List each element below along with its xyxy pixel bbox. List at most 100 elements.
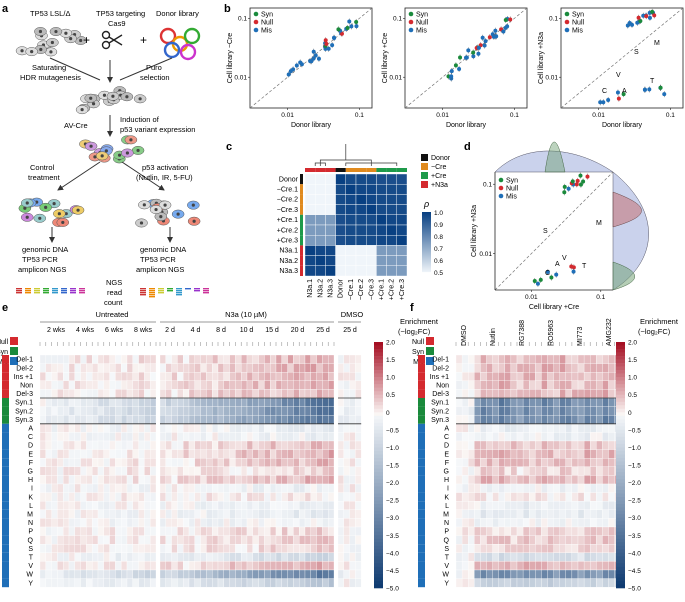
heatmap-cell — [328, 415, 335, 424]
heatmap-cell — [138, 423, 145, 433]
colorbar-segment — [616, 443, 625, 448]
colorbar-segment — [374, 433, 383, 438]
heatmap-cell — [109, 535, 116, 545]
colorbar-segment — [422, 212, 431, 214]
group-legend-swatch — [421, 154, 428, 161]
heatmap-cell — [498, 561, 505, 571]
heatmap-cell — [355, 194, 367, 205]
heatmap-cell — [115, 380, 122, 390]
heatmap-cell — [246, 458, 253, 467]
colorbar-tick: 0.5 — [386, 392, 395, 399]
heatmap-cell — [577, 578, 585, 588]
heatmap-cell — [212, 578, 219, 588]
row-group-color — [418, 432, 425, 441]
heatmap-cell — [565, 432, 573, 442]
heatmap-cell — [316, 372, 323, 381]
heatmap-cell — [183, 406, 190, 416]
heatmap-cell — [498, 389, 505, 399]
row-group-color — [418, 441, 425, 450]
heatmap-cell — [316, 475, 323, 485]
heatmap-cell — [486, 544, 493, 553]
heatmap-cell — [126, 432, 133, 442]
heatmap-cell — [165, 535, 172, 545]
colorbar-segment — [374, 457, 383, 462]
heatmap-cell — [535, 466, 542, 476]
heatmap-cell — [212, 458, 219, 467]
heatmap-cell — [39, 483, 46, 493]
heatmap-cell — [144, 509, 151, 519]
heatmap-cell — [577, 492, 585, 502]
heatmap-cell — [223, 380, 230, 390]
heatmap-cell — [315, 173, 326, 185]
read-count-bar — [79, 292, 85, 294]
colorbar-segment — [616, 422, 625, 427]
heatmap-cell — [577, 466, 585, 476]
heatmap-cell — [74, 509, 81, 519]
heatmap-cell — [559, 483, 566, 493]
colorbar-segment — [616, 391, 625, 396]
heatmap-cell — [535, 458, 542, 467]
cell-nucleus — [52, 202, 56, 206]
heatmap-cell — [571, 569, 579, 579]
colorbar-segment — [616, 577, 625, 582]
heatmap-cell — [241, 372, 248, 381]
colorbar-tick: −4.5 — [386, 568, 399, 575]
heatmap-cell — [486, 449, 493, 459]
heatmap-cell — [287, 569, 294, 579]
data-point — [494, 34, 499, 39]
heatmap-cell — [177, 544, 184, 553]
heatmap-cell — [80, 535, 87, 545]
heatmap-cell — [559, 440, 566, 450]
heatmap-cell — [565, 475, 573, 485]
heatmap-cell — [316, 501, 323, 510]
colorbar-segment — [616, 377, 625, 381]
colorbar-segment — [616, 387, 625, 392]
heatmap-cell — [577, 544, 585, 553]
heatmap-cell — [177, 466, 184, 476]
heatmap-cell — [183, 458, 190, 467]
heatmap-cell — [355, 561, 362, 571]
heatmap-cell — [144, 397, 151, 407]
heatmap-cell — [115, 578, 122, 588]
heatmap-cell — [150, 518, 157, 528]
heatmap-cell — [97, 578, 104, 588]
heatmap-cell — [304, 561, 311, 571]
heatmap-cell — [74, 432, 81, 442]
heatmap-cell — [608, 380, 615, 390]
heatmap-cell — [212, 354, 219, 364]
heatmap-cell — [115, 492, 122, 502]
heatmap-cell — [165, 363, 172, 373]
donor-library-label: Donor library — [156, 9, 199, 18]
colorbar-segment — [374, 465, 383, 469]
heatmap-cell — [565, 501, 573, 510]
heatmap-cell — [468, 535, 475, 545]
heatmap-cell — [553, 432, 560, 442]
heatmap-cell — [74, 423, 81, 433]
heatmap-cell — [553, 552, 560, 562]
heatmap-cell — [177, 509, 184, 519]
heatmap-cell — [492, 526, 499, 536]
heatmap-cell — [86, 372, 93, 381]
y-axis-label: Cell library +N3a — [538, 32, 545, 84]
colorbar-segment — [616, 493, 625, 497]
row-label: P — [28, 529, 33, 536]
heatmap-cell — [355, 389, 362, 399]
heatmap-cell — [602, 552, 609, 562]
heatmap-cell — [608, 492, 615, 502]
heatmap-cell — [590, 415, 597, 424]
row-group-color — [2, 363, 9, 373]
heatmap-cell — [63, 354, 70, 364]
heatmap-cell — [510, 526, 518, 536]
row-group-color — [418, 535, 425, 545]
cell-nucleus — [25, 201, 29, 205]
legend-marker-null — [498, 185, 504, 191]
heatmap-cell — [602, 440, 609, 450]
heatmap-cell — [206, 526, 213, 536]
heatmap-cell — [252, 372, 259, 381]
annotation-M: M — [654, 40, 660, 47]
heatmap-cell — [304, 234, 316, 246]
heatmap-cell — [252, 561, 259, 571]
heatmap-cell — [80, 483, 87, 493]
colorbar-segment — [422, 254, 431, 256]
heatmap-cell — [355, 423, 362, 433]
